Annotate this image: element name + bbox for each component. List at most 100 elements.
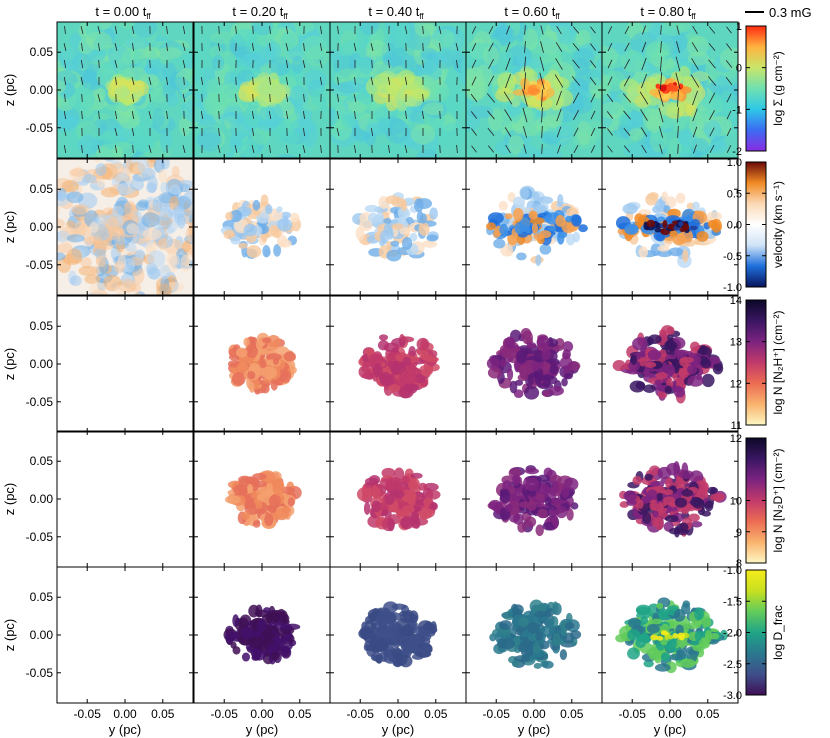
- map-cell: [635, 604, 651, 616]
- field-vector: [218, 127, 220, 137]
- map-cell: [394, 23, 411, 49]
- map-cell: [374, 638, 389, 652]
- map-cell: [124, 37, 150, 50]
- colorbar-label: log N [N₂H⁺] (cm⁻²): [771, 311, 785, 415]
- field-vector: [149, 59, 151, 69]
- map-cell: [248, 634, 264, 649]
- field-vector: [725, 76, 733, 86]
- field-vector: [572, 92, 580, 104]
- field-vector: [675, 56, 681, 72]
- field-vector: [303, 42, 305, 52]
- map-cell: [537, 508, 548, 519]
- field-vector: [235, 93, 237, 103]
- y-tick-label: 0.05: [30, 319, 54, 333]
- map-cell: [57, 230, 70, 243]
- map-cell: [537, 196, 554, 205]
- map-cell: [709, 139, 728, 154]
- panel-r0-c1: [193, 21, 331, 159]
- field-vector: [81, 144, 83, 154]
- map-cell: [675, 192, 686, 204]
- map-cell: [364, 477, 379, 486]
- map-cell: [185, 98, 193, 112]
- map-cell: [496, 24, 513, 43]
- colorbar-tick-label: 12: [730, 433, 742, 445]
- map-cell: [528, 210, 538, 220]
- map-cell: [401, 236, 413, 250]
- y-tick-label: 0.00: [30, 357, 54, 371]
- field-vector: [201, 76, 203, 86]
- map-cell: [419, 213, 427, 224]
- field-vector: [251, 42, 255, 52]
- colorbar-label: log N [N₂D⁺] (cm⁻²): [771, 449, 785, 553]
- y-tick-label: -0.05: [26, 395, 54, 409]
- map-cell: [185, 226, 193, 243]
- colorbar-tick-label: 8: [736, 558, 742, 570]
- map-cell: [279, 610, 288, 624]
- field-vector: [470, 93, 478, 103]
- map-cell: [559, 356, 573, 370]
- map-cell: [391, 646, 402, 659]
- x-tick-label: -0.05: [211, 707, 239, 721]
- map-cell: [486, 222, 496, 231]
- field-vector: [488, 26, 494, 34]
- map-cell: [538, 485, 552, 495]
- map-cell: [572, 231, 581, 243]
- map-cell: [500, 49, 514, 70]
- field-vector: [132, 144, 134, 154]
- field-vector: [353, 43, 357, 51]
- map-cell: [280, 31, 296, 52]
- field-vector: [320, 144, 322, 154]
- map-cell: [385, 195, 401, 205]
- map-cell: [495, 88, 515, 102]
- map-cell: [515, 350, 527, 364]
- map-cell: [260, 470, 276, 484]
- field-vector: [556, 126, 562, 138]
- map-cell: [184, 209, 193, 218]
- map-cell: [644, 361, 657, 368]
- map-cell: [436, 29, 455, 48]
- colorbar-gradient: [745, 299, 767, 426]
- field-vector: [692, 108, 698, 122]
- field-vector: [641, 73, 647, 89]
- map-cell: [505, 503, 514, 512]
- map-cell: [628, 360, 641, 372]
- map-cell: [371, 486, 381, 500]
- map-cell: [532, 641, 541, 654]
- field-vector: [405, 110, 407, 120]
- field-vector: [182, 25, 186, 35]
- map-cell: [518, 364, 527, 376]
- y-tick-label: 0.00: [30, 220, 54, 234]
- map-cell: [155, 47, 183, 60]
- map-cell: [167, 253, 180, 267]
- field-vector: [251, 127, 255, 137]
- map-cell: [516, 53, 533, 66]
- map-cell: [547, 376, 558, 385]
- map-cell: [514, 222, 525, 234]
- map-cell: [689, 225, 698, 231]
- map-cell: [162, 61, 177, 81]
- map-cell: [512, 604, 524, 616]
- map-cell: [158, 169, 168, 183]
- map-cell: [690, 138, 710, 157]
- map-cell: [263, 607, 271, 614]
- map-cell: [268, 605, 276, 620]
- map-cell: [288, 85, 309, 107]
- map-cell: [506, 368, 514, 381]
- map-cell: [531, 361, 541, 372]
- colorbar-tick-label: -2: [732, 146, 742, 158]
- y-axis-label: z (pc): [2, 348, 17, 381]
- field-vector: [303, 93, 305, 103]
- map-cell: [664, 515, 679, 523]
- map-cell: [500, 359, 507, 368]
- map-cell: [680, 356, 694, 364]
- map-cell: [672, 633, 678, 639]
- panel-r1-c2: [329, 158, 467, 296]
- map-cell: [498, 200, 508, 211]
- field-vector: [726, 127, 732, 137]
- map-cell: [535, 630, 543, 642]
- y-tick-label: 0.05: [30, 182, 54, 196]
- map-cell: [678, 470, 695, 479]
- map-cell: [649, 499, 658, 511]
- map-cell: [409, 233, 418, 242]
- field-vector: [640, 127, 648, 137]
